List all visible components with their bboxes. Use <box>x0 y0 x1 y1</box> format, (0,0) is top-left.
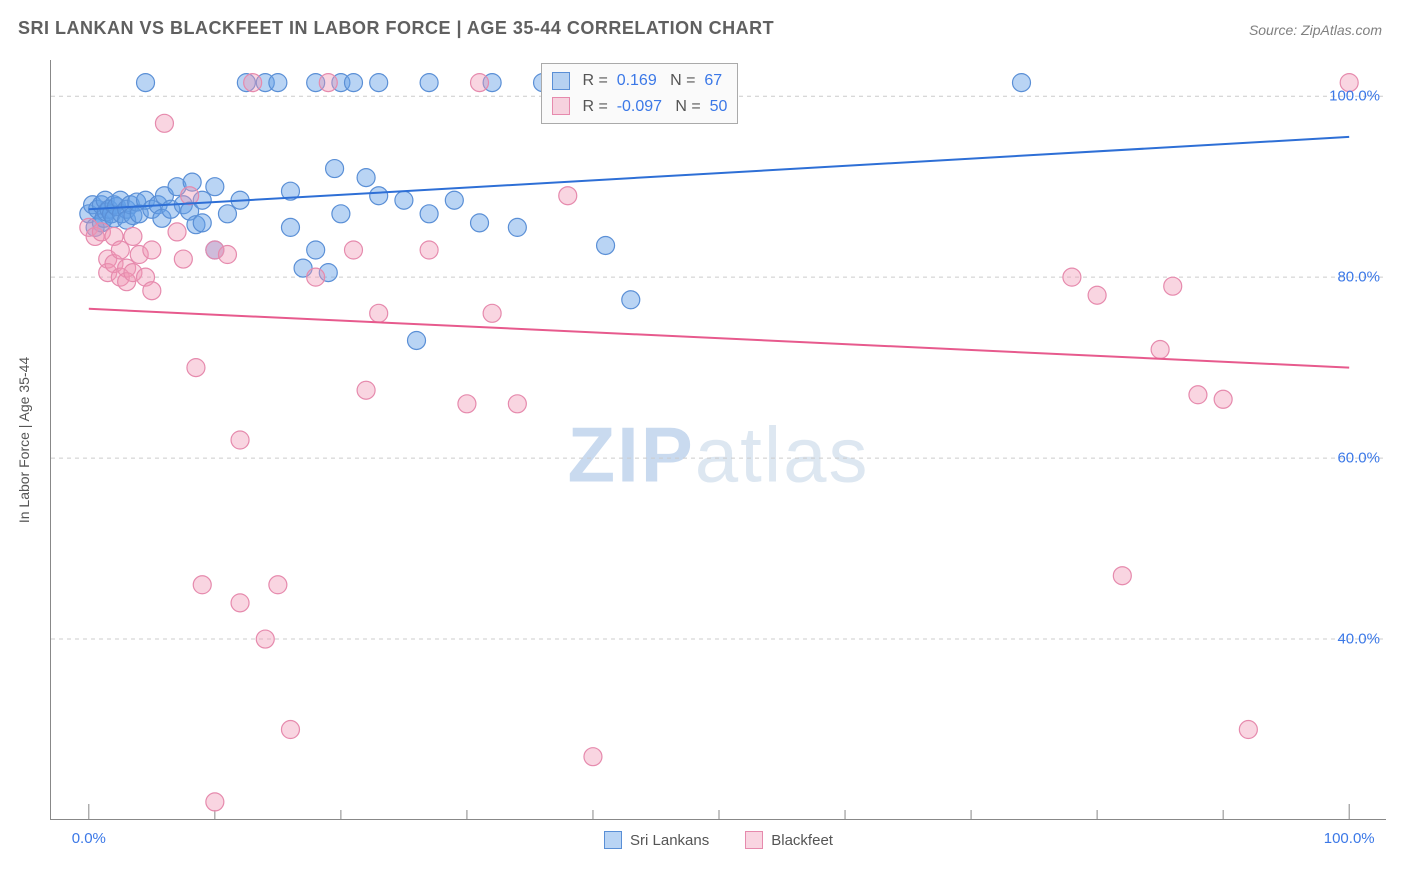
scatter-point-blackfeet <box>256 630 274 648</box>
scatter-point-blackfeet <box>218 246 236 264</box>
y-tick-label: 100.0% <box>1329 88 1380 105</box>
scatter-point-sri_lankans <box>307 241 325 259</box>
chart-svg <box>51 60 1386 819</box>
correlation-stats-box: R = 0.169 N = 67 R = -0.097 N = 50 <box>541 63 738 124</box>
scatter-point-blackfeet <box>187 359 205 377</box>
scatter-point-blackfeet <box>181 187 199 205</box>
scatter-point-blackfeet <box>143 282 161 300</box>
scatter-point-blackfeet <box>584 748 602 766</box>
scatter-point-sri_lankans <box>597 236 615 254</box>
stats-row-sri_lankans: R = 0.169 N = 67 <box>552 68 727 94</box>
scatter-point-sri_lankans <box>281 218 299 236</box>
scatter-point-sri_lankans <box>445 191 463 209</box>
plot-area: ZIPatlas R = 0.169 N = 67 R = -0.097 N =… <box>50 60 1386 820</box>
stats-row-blackfeet: R = -0.097 N = 50 <box>552 94 727 120</box>
trend-line-sri_lankans <box>89 137 1349 209</box>
scatter-point-blackfeet <box>420 241 438 259</box>
scatter-point-sri_lankans <box>622 291 640 309</box>
scatter-point-blackfeet <box>458 395 476 413</box>
scatter-point-sri_lankans <box>420 74 438 92</box>
scatter-point-sri_lankans <box>508 218 526 236</box>
scatter-point-sri_lankans <box>269 74 287 92</box>
scatter-point-blackfeet <box>143 241 161 259</box>
scatter-point-sri_lankans <box>1012 74 1030 92</box>
source-name: ZipAtlas.com <box>1301 22 1382 38</box>
legend-item-blackfeet: Blackfeet <box>745 831 833 849</box>
scatter-point-blackfeet <box>344 241 362 259</box>
scatter-point-sri_lankans <box>370 187 388 205</box>
x-tick-label: 0.0% <box>72 830 106 847</box>
scatter-point-sri_lankans <box>395 191 413 209</box>
scatter-point-blackfeet <box>206 793 224 811</box>
scatter-point-sri_lankans <box>420 205 438 223</box>
y-tick-label: 80.0% <box>1337 269 1380 286</box>
scatter-point-blackfeet <box>357 381 375 399</box>
legend-label: Blackfeet <box>771 832 833 849</box>
scatter-point-blackfeet <box>319 74 337 92</box>
scatter-point-blackfeet <box>244 74 262 92</box>
scatter-point-sri_lankans <box>206 178 224 196</box>
scatter-point-sri_lankans <box>357 169 375 187</box>
scatter-point-blackfeet <box>1189 386 1207 404</box>
legend-swatch <box>552 72 570 90</box>
scatter-point-blackfeet <box>111 241 129 259</box>
scatter-point-blackfeet <box>231 594 249 612</box>
scatter-point-sri_lankans <box>332 205 350 223</box>
scatter-point-blackfeet <box>1088 286 1106 304</box>
scatter-point-blackfeet <box>168 223 186 241</box>
y-tick-label: 40.0% <box>1337 631 1380 648</box>
scatter-point-sri_lankans <box>408 331 426 349</box>
source-prefix: Source: <box>1249 22 1301 38</box>
scatter-point-blackfeet <box>124 227 142 245</box>
legend-swatch <box>604 831 622 849</box>
scatter-point-sri_lankans <box>471 214 489 232</box>
scatter-point-blackfeet <box>269 576 287 594</box>
scatter-point-sri_lankans <box>326 160 344 178</box>
legend-item-sri_lankans: Sri Lankans <box>604 831 709 849</box>
legend-bottom: Sri Lankans Blackfeet <box>51 831 1386 853</box>
y-tick-label: 60.0% <box>1337 450 1380 467</box>
stats-text: R = -0.097 N = 50 <box>578 94 727 120</box>
chart-container: SRI LANKAN VS BLACKFEET IN LABOR FORCE |… <box>0 0 1406 892</box>
y-axis-title: In Labor Force | Age 35-44 <box>16 357 32 523</box>
scatter-point-blackfeet <box>1239 721 1257 739</box>
scatter-point-blackfeet <box>508 395 526 413</box>
scatter-point-blackfeet <box>193 576 211 594</box>
chart-title: SRI LANKAN VS BLACKFEET IN LABOR FORCE |… <box>18 18 774 39</box>
scatter-point-sri_lankans <box>344 74 362 92</box>
scatter-point-sri_lankans <box>218 205 236 223</box>
scatter-point-blackfeet <box>370 304 388 322</box>
scatter-point-blackfeet <box>559 187 577 205</box>
scatter-point-blackfeet <box>1214 390 1232 408</box>
stats-text: R = 0.169 N = 67 <box>578 68 722 94</box>
scatter-point-blackfeet <box>155 114 173 132</box>
legend-swatch <box>552 97 570 115</box>
scatter-point-blackfeet <box>483 304 501 322</box>
scatter-point-blackfeet <box>281 721 299 739</box>
legend-label: Sri Lankans <box>630 832 709 849</box>
scatter-point-blackfeet <box>231 431 249 449</box>
scatter-point-blackfeet <box>307 268 325 286</box>
scatter-point-blackfeet <box>471 74 489 92</box>
scatter-point-sri_lankans <box>137 74 155 92</box>
scatter-point-sri_lankans <box>193 214 211 232</box>
scatter-point-blackfeet <box>174 250 192 268</box>
source-credit: Source: ZipAtlas.com <box>1249 22 1382 38</box>
scatter-point-blackfeet <box>1063 268 1081 286</box>
scatter-point-blackfeet <box>1164 277 1182 295</box>
trend-line-blackfeet <box>89 309 1349 368</box>
x-tick-label: 100.0% <box>1324 830 1375 847</box>
legend-swatch <box>745 831 763 849</box>
scatter-point-sri_lankans <box>370 74 388 92</box>
scatter-point-blackfeet <box>1151 341 1169 359</box>
scatter-point-blackfeet <box>1113 567 1131 585</box>
